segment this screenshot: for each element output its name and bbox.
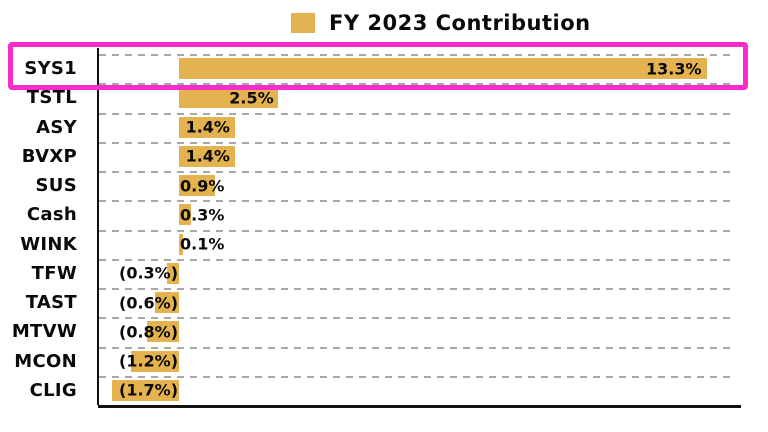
gridline bbox=[99, 258, 736, 261]
bar-row: (1.2%) bbox=[98, 346, 741, 376]
ticker-label: MCON bbox=[14, 350, 77, 372]
value-label: 0.9% bbox=[180, 176, 225, 196]
value-label: 0.3% bbox=[180, 205, 225, 225]
ticker-label: SUS bbox=[35, 175, 77, 196]
gridline bbox=[99, 141, 736, 144]
bar bbox=[155, 292, 179, 313]
ticker-label: ASY bbox=[36, 116, 77, 138]
bar bbox=[167, 262, 179, 284]
value-label: (0.8%) bbox=[119, 322, 178, 342]
gridline bbox=[99, 375, 736, 378]
gridline bbox=[99, 288, 736, 290]
gridline bbox=[99, 317, 736, 320]
ticker-label: BVXP bbox=[21, 145, 77, 167]
y-axis-line bbox=[97, 48, 99, 405]
chart-legend: FY 2023 Contribution bbox=[291, 11, 591, 35]
value-label: (1.7%) bbox=[119, 380, 178, 400]
ticker-label: WINK bbox=[20, 233, 77, 255]
bar-row: 0.9% bbox=[98, 171, 741, 200]
ticker-label: TFW bbox=[31, 262, 77, 284]
bar bbox=[179, 116, 235, 138]
gridline bbox=[99, 83, 736, 86]
bar-row: 13.3% bbox=[98, 54, 741, 83]
value-label: 2.5% bbox=[229, 88, 274, 108]
value-label: 1.4% bbox=[185, 146, 230, 166]
bar bbox=[179, 87, 279, 109]
ticker-label: CLIG bbox=[29, 379, 77, 401]
bar bbox=[179, 204, 191, 226]
bar bbox=[179, 145, 235, 167]
value-label: 13.3% bbox=[646, 59, 702, 79]
bar-row: 2.5% bbox=[98, 83, 741, 112]
bar bbox=[179, 233, 183, 255]
bar bbox=[179, 58, 707, 79]
value-label: (0.3%) bbox=[119, 263, 178, 283]
value-label: 1.4% bbox=[185, 117, 230, 137]
ticker-label: SYS1 bbox=[24, 58, 77, 79]
gridline bbox=[99, 112, 736, 115]
bar-row: (0.3%) bbox=[98, 258, 741, 288]
value-label: (0.6%) bbox=[119, 293, 178, 313]
bar-row: 0.1% bbox=[98, 229, 741, 259]
bar bbox=[179, 175, 215, 196]
bar-row: (0.6%) bbox=[98, 288, 741, 317]
ticker-label: TSTL bbox=[26, 87, 77, 109]
bar-row: (0.8%) bbox=[98, 317, 741, 346]
bar-row: 0.3% bbox=[98, 200, 741, 229]
bar bbox=[131, 350, 179, 372]
bar-row: 1.4% bbox=[98, 141, 741, 171]
bar bbox=[111, 379, 179, 401]
gridline bbox=[99, 171, 736, 173]
ticker-label: TAST bbox=[25, 292, 77, 313]
ticker-label: Cash bbox=[26, 204, 77, 226]
gridline bbox=[99, 229, 736, 232]
gridline bbox=[99, 200, 736, 203]
plot-area: 13.3% 2.5% 1.4% 1.4% 0.9% 0.3% 0.1% (0.3%) (0.6%… bbox=[98, 54, 741, 408]
bar-row: 1.4% bbox=[98, 112, 741, 142]
bar-row: (1.7%) bbox=[98, 375, 741, 405]
ticker-label: MTVW bbox=[11, 321, 77, 343]
value-label: 0.1% bbox=[180, 234, 225, 254]
gridline bbox=[99, 54, 736, 56]
chart-title: FY 2023 Contribution bbox=[329, 11, 591, 35]
gridline bbox=[99, 346, 736, 349]
value-label: (1.2%) bbox=[119, 351, 178, 371]
legend-swatch-icon bbox=[291, 13, 315, 33]
bar bbox=[147, 321, 179, 343]
